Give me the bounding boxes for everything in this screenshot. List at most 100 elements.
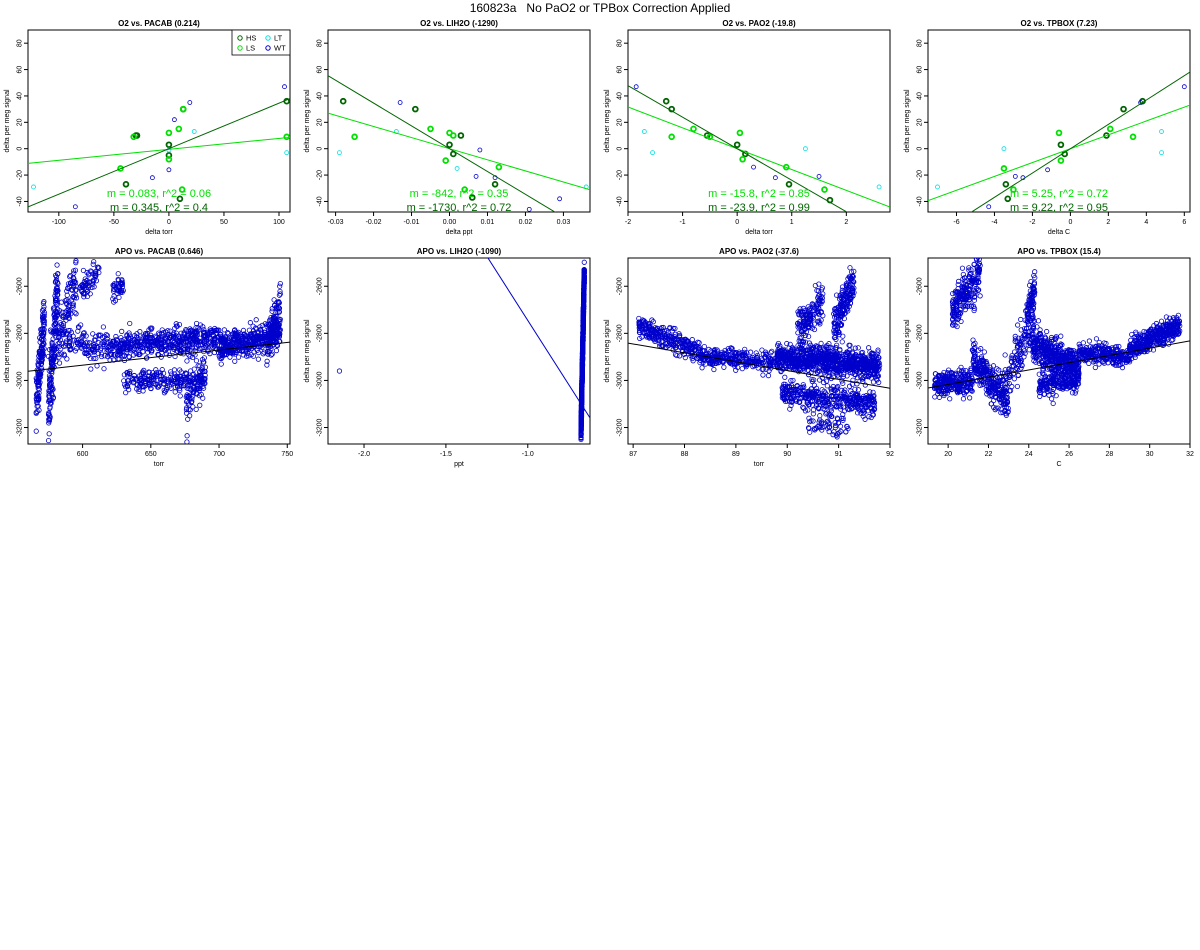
x-tick-label: -100: [52, 219, 66, 226]
data-point: [82, 276, 88, 282]
data-point-ls: [178, 186, 186, 193]
data-point: [805, 396, 811, 402]
data-point: [34, 378, 40, 384]
data-point: [87, 355, 94, 361]
data-point-ls: [1057, 157, 1065, 164]
data-point: [743, 356, 749, 363]
data-point: [172, 325, 178, 331]
data-point: [708, 348, 714, 354]
data-point: [54, 285, 60, 291]
y-axis-label: delta per meg signal: [604, 89, 611, 152]
data-point: [111, 281, 118, 287]
data-point: [805, 333, 812, 340]
data-point: [870, 412, 876, 418]
y-tick-label: -40: [17, 196, 24, 206]
data-point-hs: [122, 181, 130, 188]
data-point: [581, 285, 587, 292]
y-tick-label: 0: [617, 147, 624, 151]
data-point-ls: [165, 129, 173, 137]
data-point: [581, 284, 587, 290]
data-point-ls: [821, 186, 828, 193]
data-point: [746, 360, 752, 366]
data-point: [823, 349, 829, 355]
data-point: [146, 380, 152, 387]
data-point: [669, 328, 675, 334]
legend-marker: [237, 35, 243, 41]
data-point: [41, 306, 47, 312]
data-point: [53, 301, 59, 307]
data-point: [268, 317, 274, 323]
data-point: [733, 367, 739, 373]
data-point: [202, 338, 208, 344]
data-point: [830, 345, 836, 351]
data-point: [851, 366, 857, 372]
data-point: [67, 274, 73, 280]
data-point: [701, 343, 707, 350]
data-point: [193, 358, 200, 364]
y-tick-label: 20: [617, 118, 624, 126]
data-point: [822, 360, 828, 366]
data-point: [139, 345, 146, 351]
data-point: [75, 328, 81, 334]
data-point: [578, 407, 585, 413]
data-point: [852, 345, 858, 351]
data-point: [581, 288, 587, 294]
data-point: [183, 410, 190, 416]
data-point: [39, 345, 45, 351]
data-point: [253, 317, 259, 323]
data-point: [70, 293, 77, 299]
data-point: [219, 354, 225, 360]
fit-line: [928, 104, 1190, 202]
data-point: [101, 333, 108, 340]
data-point: [104, 346, 110, 352]
data-point-ls: [1055, 129, 1063, 137]
data-point: [867, 367, 873, 373]
data-point: [749, 357, 755, 363]
data-point: [277, 281, 283, 287]
data-point: [56, 334, 62, 340]
data-point-ls: [351, 133, 358, 141]
data-point: [197, 385, 203, 391]
chart-panel-5: APO vs. PACAB (0.646)600 650 700 750-3200-3…: [4, 247, 293, 468]
data-point: [192, 380, 198, 386]
data-point: [813, 385, 820, 391]
data-point: [643, 333, 649, 339]
data-point: [875, 356, 881, 363]
data-point: [78, 322, 84, 328]
data-point-hs: [1057, 141, 1065, 149]
data-point: [173, 321, 179, 327]
y-tick-label: -3200: [317, 418, 324, 436]
data-point: [862, 402, 869, 408]
data-point-lt: [650, 150, 655, 156]
fit-line: [328, 112, 590, 191]
data-point: [835, 357, 841, 363]
data-point: [807, 351, 813, 357]
data-point: [858, 397, 864, 404]
data-point: [60, 312, 67, 319]
data-point-ls: [117, 165, 124, 172]
data-point: [145, 330, 151, 337]
data-point: [834, 362, 840, 368]
data-point: [579, 381, 585, 387]
data-point: [733, 349, 739, 356]
data-point: [48, 367, 54, 373]
x-tick-label: 600: [77, 451, 89, 458]
data-point: [235, 354, 242, 360]
data-point: [165, 328, 171, 334]
data-point: [656, 340, 662, 346]
data-point: [860, 410, 866, 416]
data-point-hs: [457, 132, 465, 139]
data-point: [822, 393, 829, 400]
data-point: [172, 353, 178, 360]
data-point: [782, 351, 788, 357]
x-tick-label: -0.02: [366, 219, 382, 226]
data-point-ls: [1106, 125, 1114, 133]
data-point: [46, 397, 52, 403]
data-point: [72, 309, 78, 316]
data-point: [86, 282, 92, 289]
data-point: [782, 374, 788, 380]
data-point: [87, 291, 93, 297]
data-point: [579, 357, 585, 363]
fit-label: m = 0.083, r^2 = 0.06: [107, 188, 211, 200]
data-point: [187, 407, 193, 413]
